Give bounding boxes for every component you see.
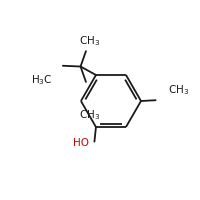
Text: CH$_3$: CH$_3$ xyxy=(168,83,189,97)
Text: H$_3$C: H$_3$C xyxy=(31,73,52,87)
Text: CH$_3$: CH$_3$ xyxy=(79,108,100,122)
Text: HO: HO xyxy=(73,138,89,148)
Text: CH$_3$: CH$_3$ xyxy=(79,34,100,48)
